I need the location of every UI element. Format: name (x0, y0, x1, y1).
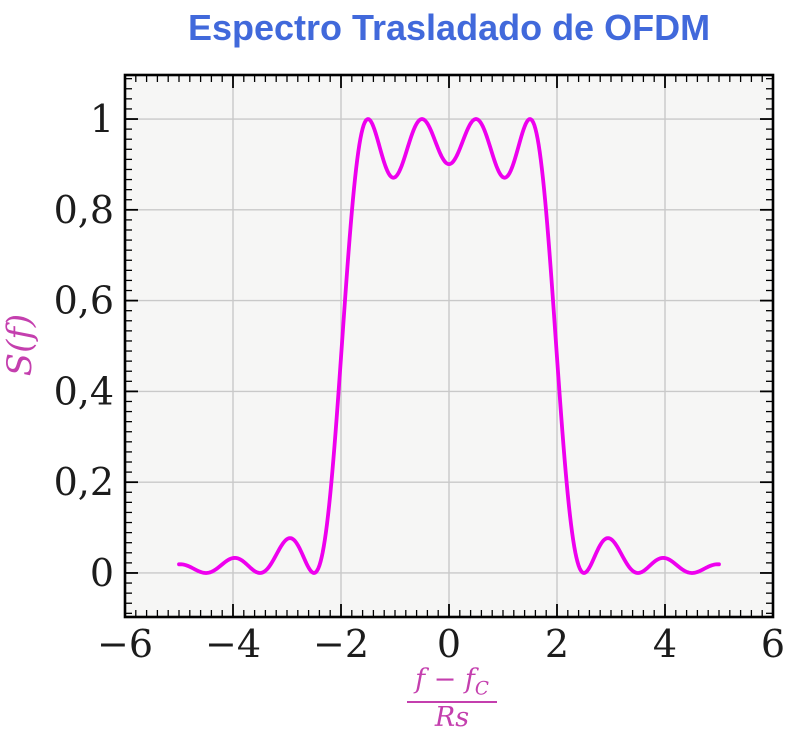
spectrum-curve (177, 117, 721, 575)
y-tick-label: 0,4 (54, 369, 114, 413)
y-tick-label: 0,6 (54, 279, 114, 323)
y-tick-label: 0 (90, 551, 114, 595)
x-tick-label: 0 (437, 622, 461, 666)
x-tick-label: 2 (545, 622, 569, 666)
xlabel-numerator-subscript: C (474, 678, 489, 700)
x-tick-label: −6 (97, 622, 153, 666)
x-tick-label: −2 (313, 622, 369, 666)
y-tick-label: 0,8 (54, 188, 114, 232)
x-tick-label: −4 (205, 622, 261, 666)
y-axis-label: S(f) (0, 313, 40, 377)
xlabel-numerator: f − fC (407, 664, 497, 703)
x-tick-label: 4 (653, 622, 677, 666)
plot-border (123, 73, 775, 619)
x-axis-label: f − fC Rs (372, 664, 532, 731)
chart-title: Espectro Trasladado de OFDM (187, 7, 711, 48)
x-tick-label: 6 (761, 622, 785, 666)
y-tick-label: 0,2 (54, 460, 114, 504)
xlabel-numerator-text: f − f (415, 664, 475, 695)
xlabel-denominator: Rs (434, 701, 470, 731)
y-tick-label: 1 (90, 97, 114, 141)
